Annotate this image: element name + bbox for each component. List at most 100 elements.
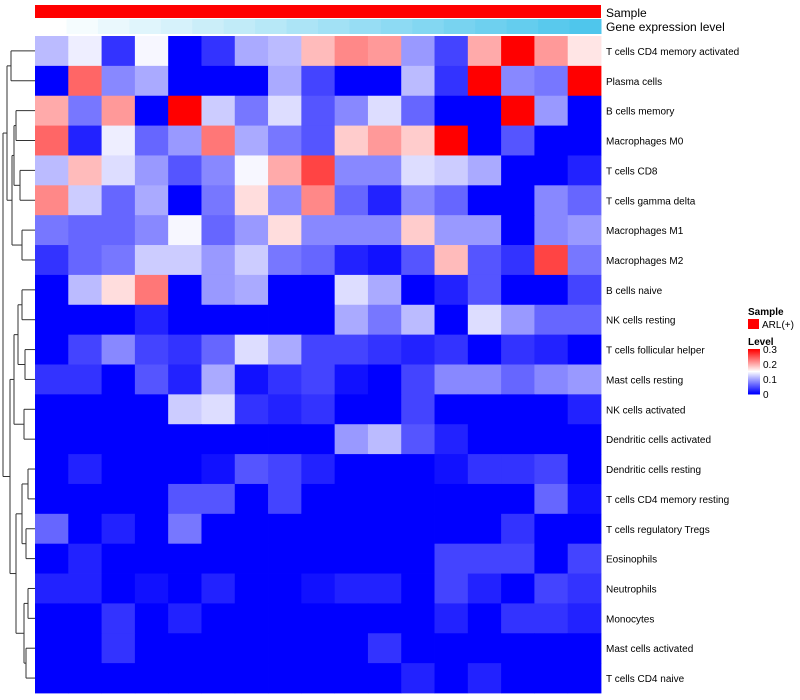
gene-expression-cell [412, 19, 445, 34]
heatmap-cell [301, 394, 336, 425]
heatmap-cell [268, 274, 302, 306]
colorbar-segment [748, 393, 760, 395]
heatmap-cell [168, 304, 202, 336]
heatmap-cell [268, 185, 302, 216]
heatmap-cell [401, 245, 435, 276]
heatmap-cell [367, 543, 402, 574]
annotation-label-gene-expression: Gene expression level [606, 20, 725, 34]
heatmap-cell [101, 185, 136, 216]
heatmap-cell [134, 364, 169, 395]
heatmap-cell [434, 424, 469, 455]
heatmap-cell [101, 36, 136, 67]
heatmap-cell [534, 663, 569, 694]
gene-expression-cell [129, 19, 162, 34]
gene-expression-cell [97, 19, 130, 34]
gene-expression-cell [35, 19, 67, 34]
heatmap-cell [534, 454, 569, 485]
heatmap-cell [434, 394, 469, 425]
heatmap-cell [35, 274, 69, 306]
heatmap-cell [401, 155, 435, 186]
heatmap-cell [534, 245, 569, 276]
heatmap-cell [334, 215, 369, 246]
heatmap-cell [134, 125, 169, 156]
heatmap-cell [334, 454, 369, 485]
heatmap-cell [268, 454, 302, 485]
heatmap-cell [401, 215, 435, 246]
heatmap-cell [35, 513, 69, 545]
heatmap-cell [234, 95, 269, 126]
heatmap-cell [35, 304, 69, 336]
row-label: T cells CD4 naive [606, 674, 685, 685]
heatmap-cell [334, 573, 369, 604]
heatmap-cell [168, 36, 202, 67]
heatmap-cell [201, 155, 236, 186]
heatmap-cell [467, 483, 502, 515]
heatmap-cell [434, 483, 469, 515]
heatmap-cell [501, 65, 535, 97]
colorbar-segment [748, 359, 760, 361]
row-label: Macrophages M2 [606, 256, 684, 267]
heatmap-cell [68, 394, 102, 425]
heatmap-cell [68, 424, 102, 455]
heatmap-cell [35, 334, 69, 365]
heatmap-cell [334, 334, 369, 365]
heatmap-cell [534, 364, 569, 395]
heatmap-cell [501, 394, 535, 425]
heatmap-cell [534, 633, 569, 664]
heatmap-cell [534, 274, 569, 306]
row-label: Eosinophils [606, 555, 657, 566]
heatmap-cell [401, 65, 435, 97]
row-label: Monocytes [606, 614, 654, 625]
heatmap-cell [268, 573, 302, 604]
heatmap-cell [534, 603, 569, 634]
heatmap-cell [401, 274, 435, 306]
heatmap-cell [68, 185, 102, 216]
heatmap-cell [334, 394, 369, 425]
heatmap-cell [168, 424, 202, 455]
heatmap-cell [334, 543, 369, 574]
heatmap-cell [567, 155, 602, 186]
colorbar-segment [748, 379, 760, 381]
heatmap-cell [234, 364, 269, 395]
colorbar-segment [748, 352, 760, 354]
heatmap-cell [567, 36, 602, 67]
annotation-label-sample: Sample [606, 6, 647, 20]
heatmap-cell [234, 155, 269, 186]
heatmap-cell [201, 513, 236, 545]
heatmap-cell [35, 95, 69, 126]
colorbar-segment [748, 350, 760, 352]
heatmap-cell [301, 573, 336, 604]
heatmap-cell [534, 334, 569, 365]
colorbar-segment [748, 374, 760, 376]
heatmap-cell [501, 334, 535, 365]
heatmap-cell [35, 36, 69, 67]
heatmap-cell [134, 95, 169, 126]
heatmap-cell [434, 65, 469, 97]
heatmap-cell [68, 334, 102, 365]
heatmap-cell [567, 603, 602, 634]
heatmap-cell [467, 95, 502, 126]
heatmap-cell [168, 125, 202, 156]
heatmap-cell [68, 125, 102, 156]
heatmap-cell [367, 603, 402, 634]
heatmap-cell [434, 185, 469, 216]
heatmap-cell [467, 65, 502, 97]
gene-expression-cell [506, 19, 539, 34]
heatmap-cell [134, 65, 169, 97]
heatmap-cell [168, 185, 202, 216]
heatmap-cell [501, 603, 535, 634]
row-label: T cells follicular helper [606, 346, 705, 357]
heatmap-cell [68, 513, 102, 545]
heatmap-cell [134, 513, 169, 545]
heatmap-cell [134, 334, 169, 365]
gene-expression-cell [380, 19, 413, 34]
heatmap-cell [501, 573, 535, 604]
heatmap-cell [434, 95, 469, 126]
heatmap-cell [301, 364, 336, 395]
legend: Sample ARL(+) Level 0.3 0.2 0.1 0 [748, 307, 794, 401]
colorbar-segment [748, 369, 760, 371]
heatmap-cell [35, 245, 69, 276]
heatmap-cell [201, 454, 236, 485]
heatmap-cell [101, 155, 136, 186]
heatmap-cell [567, 513, 602, 545]
